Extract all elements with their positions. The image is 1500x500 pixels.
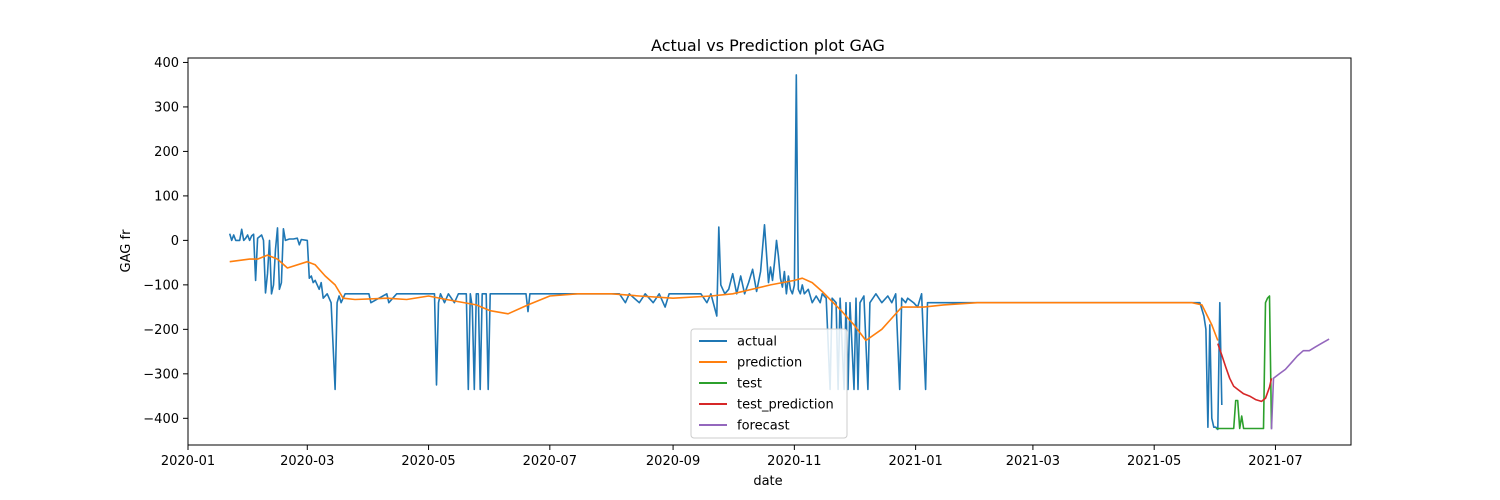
series-line-forecast — [1270, 338, 1330, 430]
x-tick-label: 2020-09 — [646, 454, 700, 469]
y-tick-label: −200 — [143, 323, 179, 338]
x-tick-label: 2021-01 — [888, 454, 942, 469]
legend-entry: test_prediction — [737, 398, 834, 413]
plot-frame — [187, 57, 1352, 446]
x-tick-label: 2021-05 — [1127, 454, 1181, 469]
legend-entry: test — [737, 377, 762, 392]
x-tick-label: 2020-03 — [280, 454, 334, 469]
x-tick-label: 2021-07 — [1248, 454, 1302, 469]
y-axis: −400 −300 −200 −100 0 100 200 300 400 — [143, 56, 188, 427]
y-axis-label: GAG fr — [119, 229, 134, 273]
y-tick-label: 300 — [154, 100, 179, 115]
series-line-prediction — [229, 254, 1219, 342]
chart-title: Actual vs Prediction plot GAG — [651, 36, 885, 55]
legend-entry: prediction — [737, 356, 802, 371]
legend-box — [690, 328, 848, 439]
legend-entry: actual — [737, 335, 777, 350]
y-tick-label: −400 — [143, 412, 179, 427]
y-tick-label: 100 — [154, 189, 179, 204]
x-axis: 2020-01 2020-03 2020-05 2020-07 2020-09 2020-… — [161, 445, 1303, 469]
y-tick-label: 0 — [171, 234, 179, 249]
x-tick-label: 2020-01 — [161, 454, 215, 469]
series-line-actual — [228, 74, 1223, 431]
legend: actual prediction test test_predictionforec… — [690, 328, 848, 439]
series-line-test — [1215, 295, 1273, 430]
y-tick-label: 400 — [154, 56, 179, 71]
y-tick-label: 200 — [154, 145, 179, 160]
y-tick-label: −300 — [143, 367, 179, 382]
x-axis-label: date — [753, 474, 782, 489]
series-line-test-prediction — [1217, 343, 1273, 403]
series-layer — [228, 74, 1330, 431]
legend-entry: forecast — [737, 419, 790, 434]
x-tick-label: 2020-11 — [767, 454, 821, 469]
x-tick-label: 2020-07 — [523, 454, 577, 469]
y-tick-label: −100 — [143, 278, 179, 293]
x-tick-label: 2020-05 — [401, 454, 455, 469]
x-tick-label: 2021-03 — [1006, 454, 1060, 469]
